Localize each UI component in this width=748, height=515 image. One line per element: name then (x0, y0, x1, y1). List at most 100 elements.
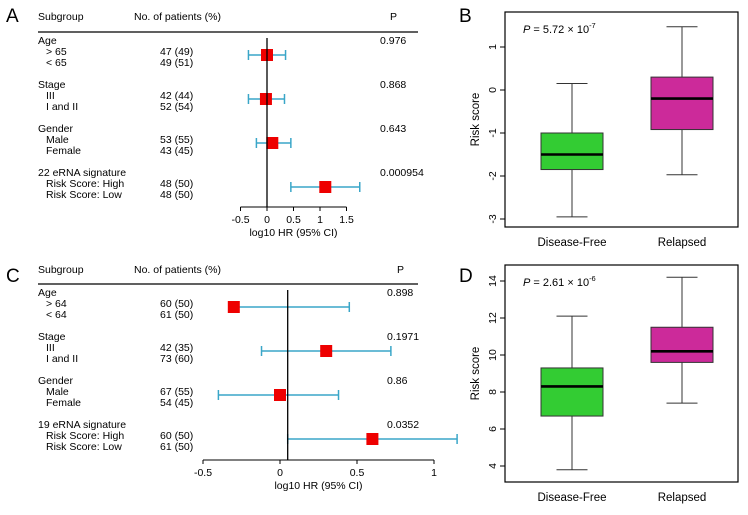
group-name-19-erna-signature: 19 eRNA signature (38, 419, 126, 431)
hr-marker-age (227, 301, 240, 313)
y-tick-label: 4 (487, 463, 499, 469)
category-label-relapsed: Relapsed (658, 237, 707, 249)
group-name-age: Age (38, 287, 57, 299)
row-label: < 65 (46, 57, 67, 69)
p-value-age: 0.976 (380, 35, 406, 47)
x-tick-label: -0.5 (194, 467, 212, 479)
panel-label-d: D (459, 266, 473, 287)
y-tick-label: 1 (487, 44, 499, 50)
row-patients: 60 (50) (160, 430, 193, 442)
panel-label-a: A (6, 6, 19, 27)
p-value-age: 0.898 (387, 287, 413, 299)
panel-label-b: B (459, 6, 472, 27)
x-tick-label: 0 (264, 214, 270, 226)
y-axis-title: Risk score (470, 347, 482, 401)
category-label-disease-free: Disease-Free (537, 492, 606, 504)
header-subgroup: Subgroup (38, 264, 84, 276)
row-label: < 64 (46, 309, 67, 321)
group-name-stage: Stage (38, 79, 66, 91)
group-name-22-erna-signature: 22 eRNA signature (38, 167, 126, 179)
y-tick-label: -1 (487, 128, 499, 137)
p-value-22-erna-signature: 0.000954 (380, 167, 424, 179)
hr-marker-gender (266, 137, 279, 149)
row-label: Female (46, 145, 81, 157)
row-patients: 47 (49) (160, 46, 193, 58)
hr-marker-22-erna-signature (319, 181, 332, 193)
group-name-age: Age (38, 35, 57, 47)
header-subgroup: Subgroup (38, 11, 84, 23)
x-tick-label: 1.5 (339, 214, 354, 226)
row-label: Risk Score: Low (46, 441, 122, 453)
panel-d-box-plot: 4 6 8 10 12 14 Risk score P = 2.61 × 10-6 Diseas… (470, 264, 739, 504)
panel-a-forest-plot: Subgroup No. of patients (%) P Age 0.976 > 65… (38, 11, 424, 239)
row-patients: 43 (45) (160, 145, 193, 157)
p-value-gender: 0.86 (387, 375, 408, 387)
p-value-stage: 0.1971 (387, 331, 419, 343)
p-value-stage: 0.868 (380, 79, 406, 91)
y-tick-label: 10 (487, 349, 499, 361)
row-patients: 61 (50) (160, 309, 193, 321)
row-label: Risk Score: Low (46, 189, 122, 201)
row-label: III (46, 90, 55, 102)
row-label: > 64 (46, 298, 67, 310)
x-tick-label: 0 (277, 467, 283, 479)
box-relapsed (650, 76, 714, 131)
row-patients: 73 (60) (160, 353, 193, 365)
row-patients: 52 (54) (160, 101, 193, 113)
row-patients: 53 (55) (160, 134, 193, 146)
y-tick-label: 6 (487, 426, 499, 432)
x-axis-title: log10 HR (95% CI) (249, 227, 337, 239)
header-p: P (390, 11, 397, 23)
row-patients: 54 (45) (160, 397, 193, 409)
hr-marker-19-erna-signature (366, 433, 379, 445)
x-tick-label: 0.5 (350, 467, 365, 479)
row-patients: 67 (55) (160, 386, 193, 398)
hr-marker-gender (274, 389, 286, 401)
y-tick-label: -2 (487, 171, 499, 180)
hr-marker-stage (320, 345, 333, 357)
x-tick-label: 0.5 (286, 214, 301, 226)
plot-frame (504, 264, 739, 483)
row-label: I and II (46, 353, 78, 365)
row-patients: 42 (35) (160, 342, 193, 354)
row-label: Risk Score: High (46, 178, 124, 190)
category-label-relapsed: Relapsed (658, 492, 707, 504)
y-tick-label: 14 (487, 275, 499, 287)
y-tick-label: 0 (487, 87, 499, 93)
group-name-gender: Gender (38, 123, 74, 135)
header-patients: No. of patients (%) (134, 11, 221, 23)
row-label: Male (46, 386, 69, 398)
row-label: > 65 (46, 46, 67, 58)
x-axis-title: log10 HR (95% CI) (274, 480, 362, 492)
x-tick-label: 1 (317, 214, 323, 226)
hr-marker-stage (259, 93, 272, 105)
box-disease-free (540, 367, 604, 417)
y-tick-label: 12 (487, 312, 499, 324)
row-patients: 48 (50) (160, 189, 193, 201)
group-name-gender: Gender (38, 375, 74, 387)
header-patients: No. of patients (%) (134, 264, 221, 276)
row-label: III (46, 342, 55, 354)
y-tick-label: -3 (487, 214, 499, 223)
plot-frame (504, 11, 739, 228)
row-patients: 61 (50) (160, 441, 193, 453)
row-patients: 49 (51) (160, 57, 193, 69)
row-patients: 60 (50) (160, 298, 193, 310)
p-value-annotation: P = 5.72 × 10-7 (523, 21, 596, 36)
category-label-disease-free: Disease-Free (537, 237, 606, 249)
y-axis-title: Risk score (470, 93, 482, 147)
p-value-19-erna-signature: 0.0352 (387, 419, 419, 431)
box-relapsed (650, 326, 714, 363)
header-p: P (397, 264, 404, 276)
p-value-annotation: P = 2.61 × 10-6 (523, 274, 596, 289)
group-name-stage: Stage (38, 331, 66, 343)
row-patients: 48 (50) (160, 178, 193, 190)
x-tick-label: -0.5 (231, 214, 249, 226)
row-label: Risk Score: High (46, 430, 124, 442)
x-tick-label: 1 (431, 467, 437, 479)
panel-label-c: C (6, 266, 20, 287)
row-label: I and II (46, 101, 78, 113)
box-disease-free (540, 132, 604, 171)
panel-b-box-plot: -3 -2 -1 0 1 Risk score P = 5.72 × 10-7 Disease… (470, 11, 739, 249)
